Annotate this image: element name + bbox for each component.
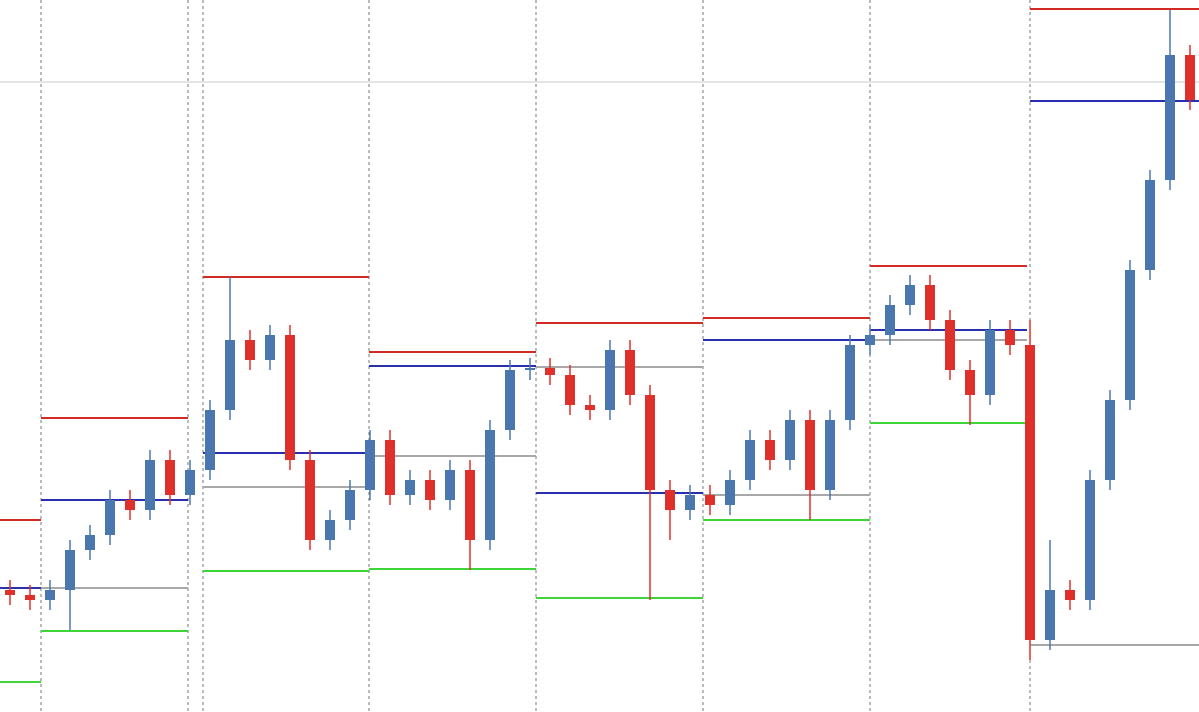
candle-body <box>685 495 695 510</box>
candle-body <box>1145 180 1155 270</box>
candle-body <box>145 460 155 510</box>
candle-body <box>585 405 595 410</box>
candle-body <box>425 480 435 500</box>
candle-body <box>345 490 355 520</box>
candle-body <box>205 410 215 470</box>
candle-body <box>505 370 515 430</box>
candle-body <box>25 595 35 600</box>
candle-body <box>165 460 175 495</box>
candle-body <box>525 368 535 370</box>
candle-body <box>905 285 915 305</box>
candle-body <box>45 590 55 600</box>
candle-body <box>865 335 875 345</box>
candle-body <box>565 375 575 405</box>
candle-body <box>985 330 995 395</box>
candle-body <box>265 335 275 360</box>
candle-body <box>5 590 15 595</box>
candle-body <box>605 350 615 410</box>
candle-body <box>485 430 495 540</box>
candle-body <box>945 320 955 370</box>
candle-body <box>1005 330 1015 345</box>
candle-body <box>1025 345 1035 640</box>
candle-body <box>745 440 755 480</box>
candle-body <box>245 340 255 360</box>
candle-body <box>105 500 115 535</box>
candle-body <box>785 420 795 460</box>
candle-body <box>825 420 835 490</box>
candle-body <box>925 285 935 320</box>
candle-body <box>845 345 855 420</box>
candle-body <box>185 470 195 495</box>
candle-body <box>1085 480 1095 600</box>
candle-body <box>1105 400 1115 480</box>
candle-body <box>1125 270 1135 400</box>
candle-body <box>725 480 735 505</box>
candle-body <box>885 305 895 335</box>
candle-body <box>805 420 815 490</box>
candle-body <box>445 470 455 500</box>
candle-body <box>965 370 975 395</box>
candle-body <box>405 480 415 495</box>
candle-body <box>765 440 775 460</box>
candle-body <box>285 335 295 460</box>
candle-body <box>365 440 375 490</box>
candle-body <box>85 535 95 550</box>
candle-body <box>385 440 395 495</box>
candle-body <box>545 368 555 375</box>
candle-body <box>645 395 655 490</box>
candle-body <box>325 520 335 540</box>
candle-body <box>705 495 715 505</box>
candle-body <box>1045 590 1055 640</box>
candle-body <box>1185 55 1195 100</box>
candle-body <box>465 470 475 540</box>
candle-body <box>65 550 75 590</box>
candle-body <box>1065 590 1075 600</box>
candle-body <box>1165 55 1175 180</box>
candle-body <box>625 350 635 395</box>
candle-body <box>125 500 135 510</box>
candle-body <box>225 340 235 410</box>
candle-body <box>665 490 675 510</box>
candle-body <box>305 460 315 540</box>
